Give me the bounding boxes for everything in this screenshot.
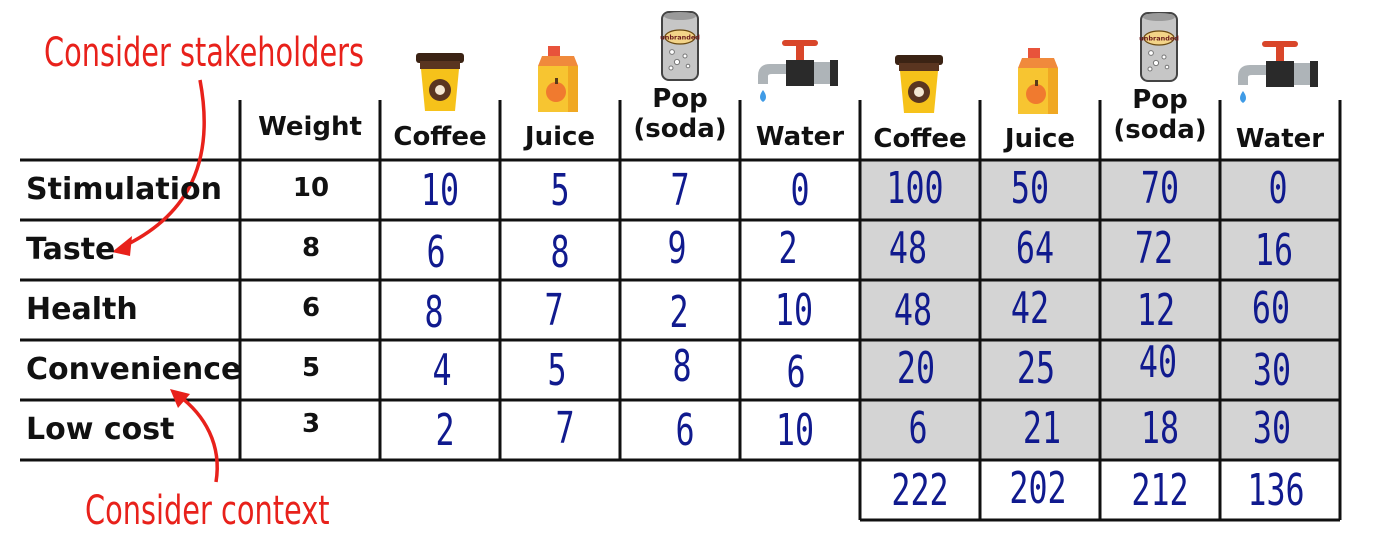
weighted-score-cell: 50 — [1010, 163, 1050, 214]
weighted-score-cell: 21 — [1022, 403, 1062, 454]
annotation-consider-stakeholders: Consider stakeholders — [44, 30, 365, 76]
weight-health: 6 — [301, 293, 321, 323]
weight-low-cost: 3 — [301, 409, 321, 439]
score-cell: 9 — [667, 223, 687, 274]
score-cell: 7 — [555, 403, 575, 454]
weighted-score-cell: 48 — [893, 285, 933, 336]
weight-convenience: 5 — [301, 353, 321, 383]
weighted-header-juice: Juice — [1004, 124, 1076, 154]
weighted-score-cell: 100 — [886, 163, 944, 214]
total-coffee: 222 — [891, 465, 949, 516]
weighted-header-coffee: Coffee — [873, 124, 967, 154]
weighted-score-cell: 6 — [908, 403, 928, 454]
score-cell: 6 — [426, 227, 446, 278]
weighted-score-cell: 12 — [1136, 285, 1176, 336]
criterion-taste: Taste — [26, 232, 116, 267]
weighted-score-cell: 60 — [1251, 283, 1291, 334]
coffee-cup-icon — [416, 53, 464, 111]
weighted-header-pop-soda: Pop (soda) — [1113, 85, 1207, 145]
weighted-score-cell: 30 — [1252, 345, 1292, 396]
weighted-score-cell: 48 — [888, 223, 928, 274]
col-header-coffee: Coffee — [393, 122, 487, 152]
score-cell: 8 — [424, 287, 444, 338]
score-cell: 6 — [675, 405, 695, 456]
weighted-header-water: Water — [1235, 124, 1325, 154]
coffee-cup-icon — [895, 55, 943, 113]
score-cell: 7 — [544, 285, 564, 336]
weighted-score-cell: 0 — [1268, 163, 1288, 214]
col-header-juice: Juice — [524, 122, 596, 152]
annotation-consider-context: Consider context — [85, 488, 330, 534]
juice-carton-icon — [538, 46, 578, 112]
weighted-score-cell: 20 — [896, 343, 936, 394]
criterion-stimulation: Stimulation — [26, 172, 222, 207]
score-cell: 8 — [672, 341, 692, 392]
total-pop-soda: 212 — [1131, 465, 1189, 516]
criterion-low-cost: Low cost — [26, 412, 175, 447]
score-cell: 5 — [550, 165, 570, 216]
col-header-pop-soda: Pop (soda) — [633, 84, 727, 144]
water-tap-icon — [758, 40, 838, 102]
score-cell: 10 — [775, 405, 815, 456]
soda-can-icon — [659, 11, 702, 81]
context-arrow — [170, 389, 219, 483]
weighted-score-cell: 40 — [1138, 337, 1178, 388]
total-juice: 202 — [1009, 463, 1067, 514]
weighted-score-cell: 18 — [1140, 403, 1180, 454]
weighted-score-cell: 64 — [1015, 223, 1055, 274]
score-cell: 2 — [435, 405, 455, 456]
score-cell: 2 — [669, 287, 689, 338]
criterion-health: Health — [26, 292, 138, 327]
juice-carton-icon — [1018, 48, 1058, 114]
total-water: 136 — [1247, 465, 1305, 516]
score-cell: 10 — [420, 165, 460, 216]
weight-stimulation: 10 — [292, 173, 330, 203]
score-cell: 2 — [778, 223, 798, 274]
score-cell: 4 — [432, 345, 452, 396]
col-header-water: Water — [755, 122, 845, 152]
soda-can-icon — [1138, 12, 1181, 82]
weight-header: Weight — [258, 112, 362, 142]
score-cell: 8 — [550, 227, 570, 278]
score-cell: 0 — [790, 165, 810, 216]
stakeholders-arrow — [112, 79, 206, 256]
score-cell: 10 — [774, 285, 814, 336]
criterion-convenience: Convenience — [26, 352, 242, 387]
score-cell: 5 — [547, 345, 567, 396]
table-grid — [20, 100, 1342, 522]
weighted-score-cell: 72 — [1134, 223, 1174, 274]
weighted-score-cell: 30 — [1252, 403, 1292, 454]
score-cell: 6 — [786, 347, 806, 398]
score-cell: 7 — [670, 165, 690, 216]
weighted-score-cell: 42 — [1010, 283, 1050, 334]
weight-taste: 8 — [301, 233, 321, 263]
weighted-score-cell: 16 — [1254, 225, 1294, 276]
weighted-score-cell: 70 — [1140, 163, 1180, 214]
weighted-score-cell: 25 — [1016, 343, 1056, 394]
water-tap-icon — [1238, 41, 1318, 103]
